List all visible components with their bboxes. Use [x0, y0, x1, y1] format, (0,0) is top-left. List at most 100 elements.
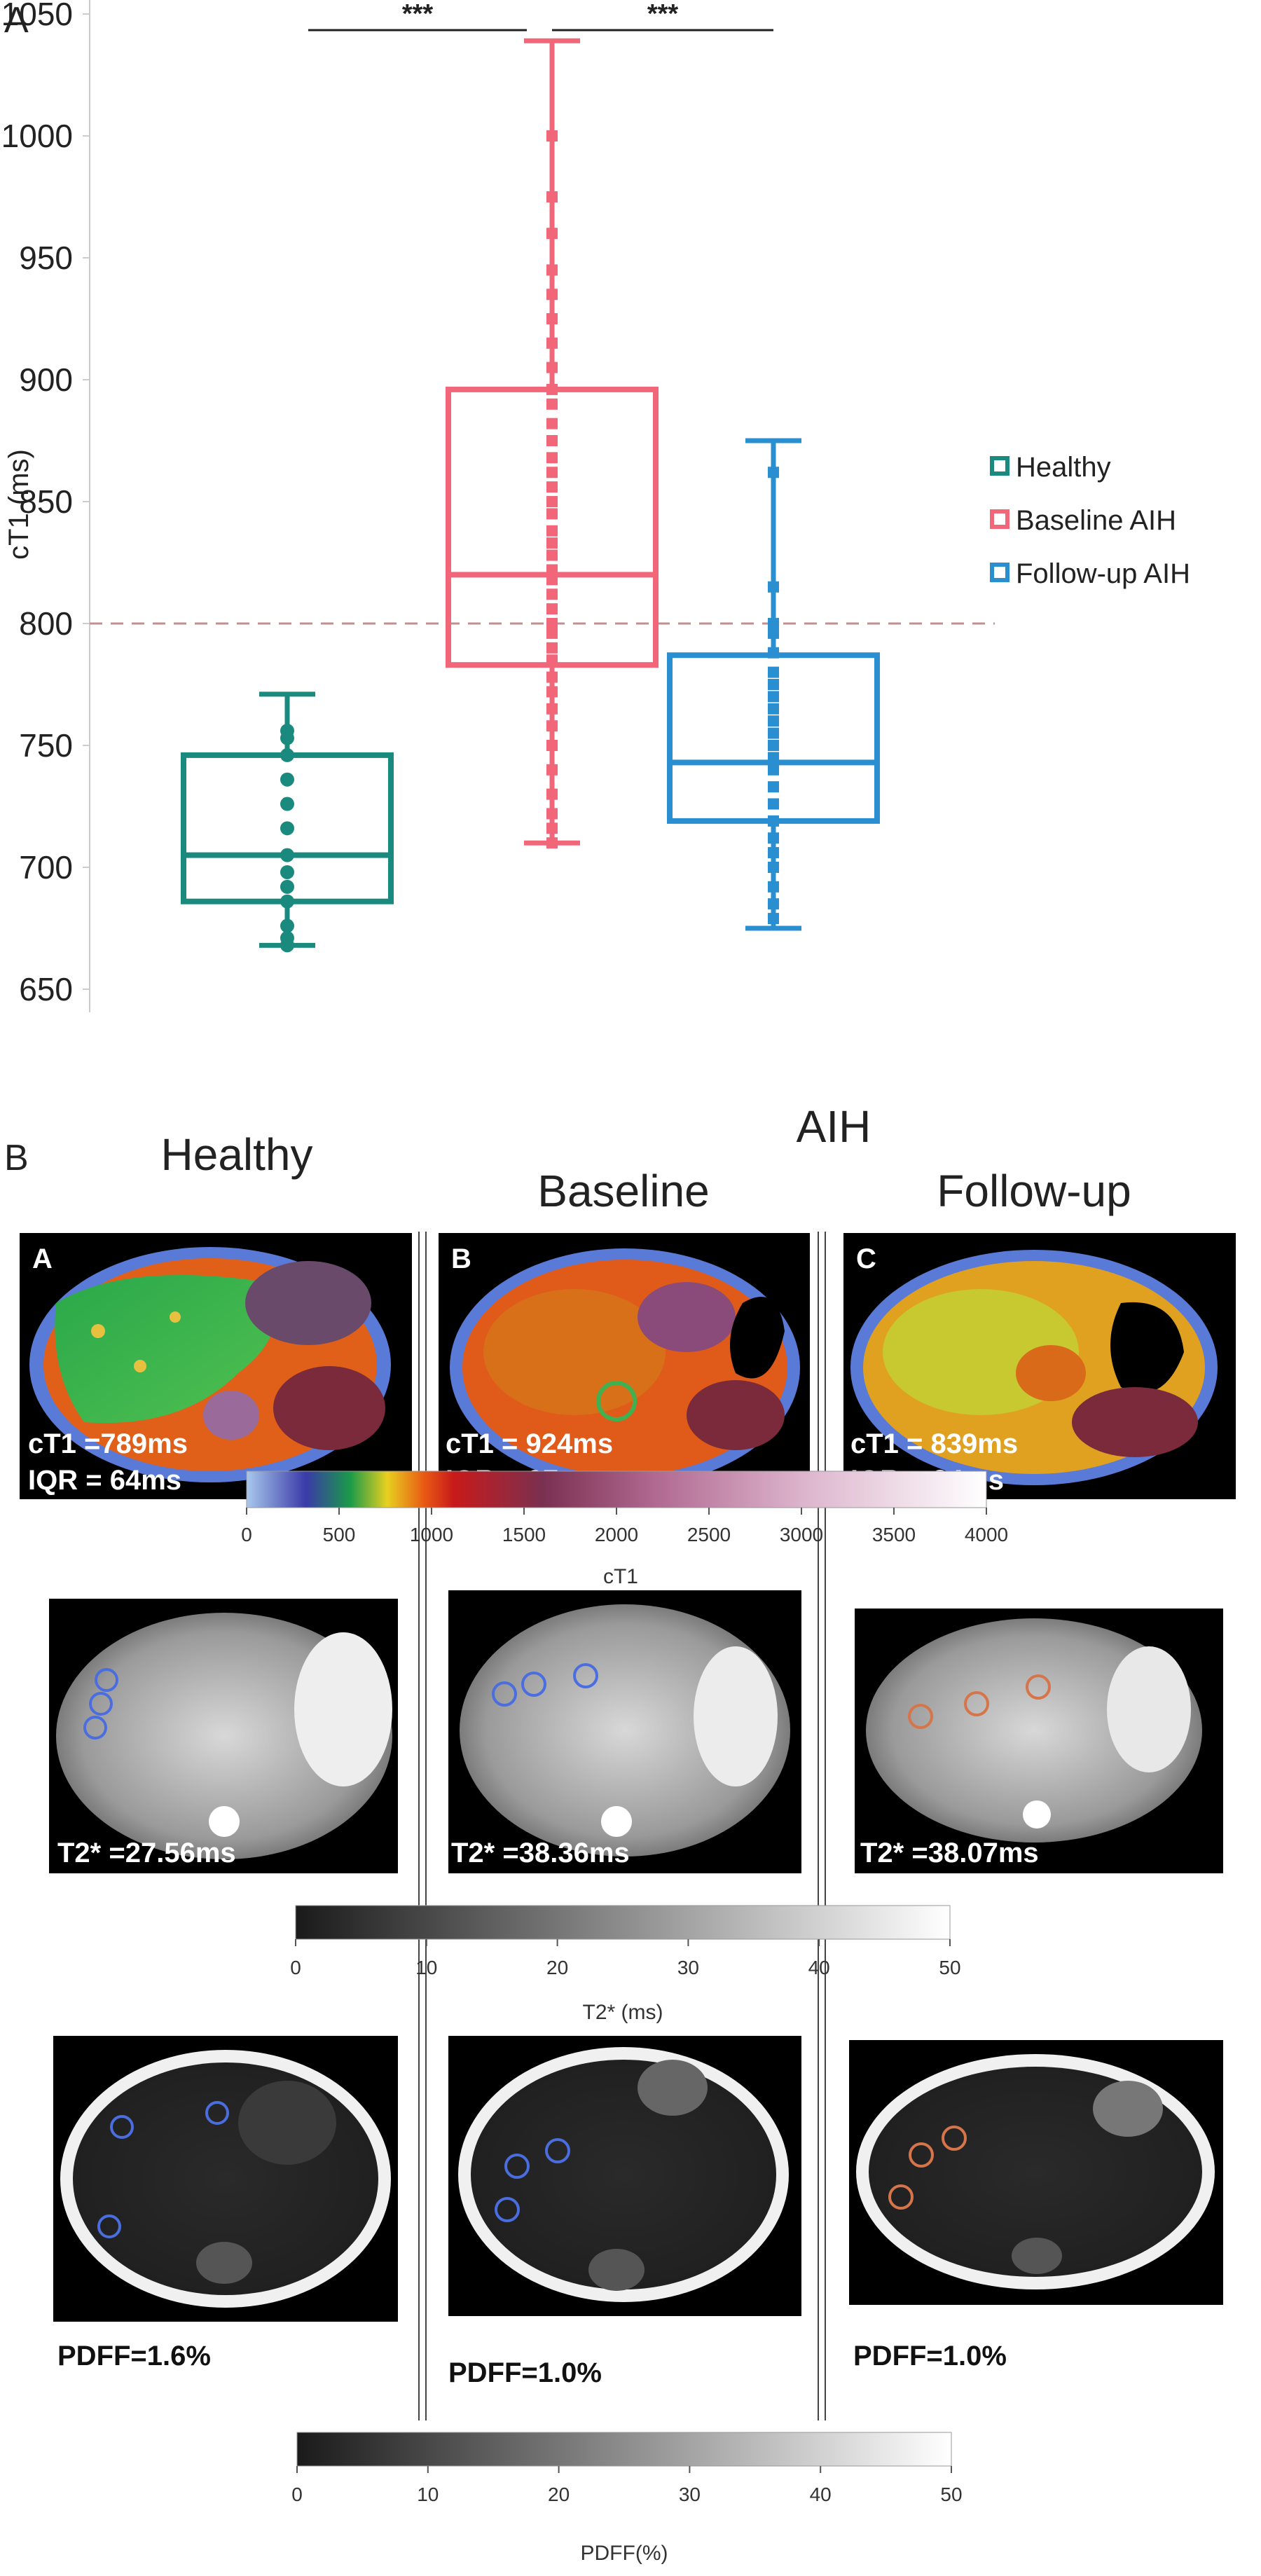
data-point	[546, 788, 558, 800]
pdff-colorbar-label: PDFF(%)	[581, 2542, 668, 2565]
data-point	[546, 435, 558, 446]
data-point	[768, 581, 779, 593]
pdff-value-baseline: PDFF=1.0%	[448, 2357, 602, 2388]
data-point	[768, 740, 779, 751]
data-point	[768, 798, 779, 810]
data-point	[280, 821, 294, 836]
iqr-value-healthy: IQR = 64ms	[28, 1465, 181, 1496]
data-point	[546, 686, 558, 698]
data-point	[546, 508, 558, 520]
t2-tick-label: 30	[677, 1957, 699, 1978]
ct1-value-healthy: cT1 =789ms	[28, 1428, 188, 1459]
data-point	[546, 808, 558, 820]
data-point	[768, 691, 779, 703]
box-follow-up-aih	[667, 438, 880, 931]
data-point	[768, 618, 779, 629]
data-point	[546, 837, 558, 849]
t2-value-followup: T2* =38.07ms	[860, 1838, 1039, 1868]
data-point	[546, 398, 558, 410]
data-point	[546, 740, 558, 751]
pdff-colorbar	[296, 2432, 952, 2467]
heading-healthy: Healthy	[161, 1129, 313, 1180]
t2-value-baseline: T2* =38.36ms	[451, 1838, 630, 1868]
legend-label-healthy: Healthy	[1016, 452, 1111, 483]
data-point	[768, 727, 779, 739]
data-point	[546, 603, 558, 615]
ct1-image-followup	[843, 1233, 1236, 1499]
data-point	[280, 724, 294, 738]
ct1-image-healthy	[20, 1233, 412, 1499]
ct1-colorbar-label: cT1	[603, 1565, 638, 1588]
data-point	[546, 289, 558, 301]
t2-value-healthy: T2* =27.56ms	[57, 1838, 236, 1868]
t2-image-baseline	[448, 1590, 801, 1873]
data-point	[280, 930, 294, 945]
t2-roi-circles	[83, 1663, 1051, 1740]
data-point	[546, 418, 558, 429]
t2-overlay-values: T2* =27.56ms T2* =38.36ms T2* =38.07ms	[57, 1838, 1039, 1868]
y-tick-label: 950	[19, 240, 73, 276]
ct1-colorbar-ticks: 0 500 1000 1500 2000 2500 3000 3500 4000	[241, 1508, 1008, 1545]
pdff-roi-circles	[97, 2101, 967, 2238]
heading-baseline: Baseline	[537, 1166, 710, 1216]
heading-followup: Follow-up	[937, 1166, 1131, 1216]
image-letters: A B C	[32, 1244, 876, 1274]
pdff-tick-label: 0	[291, 2484, 303, 2505]
panel-b-letter: B	[4, 1138, 29, 1178]
data-point	[546, 654, 558, 666]
data-point	[546, 481, 558, 493]
ct1-tick-label: 3500	[872, 1524, 916, 1545]
ct1-tick-label: 1500	[502, 1524, 546, 1545]
data-point	[768, 815, 779, 827]
pdff-image-baseline	[448, 2036, 801, 2316]
legend-label-followup: Follow-up AIH	[1016, 558, 1190, 589]
t2-tick-label: 50	[939, 1957, 960, 1978]
y-tick-label: 1000	[1, 118, 73, 154]
pdff-tick-label: 10	[417, 2484, 439, 2505]
data-point	[280, 748, 294, 762]
data-point	[546, 574, 558, 586]
t2-tick-label: 10	[415, 1957, 437, 1978]
ct1-tick-label: 2000	[595, 1524, 638, 1545]
t2-tick-label: 20	[546, 1957, 568, 1978]
legend-swatch-healthy	[990, 456, 1010, 476]
data-point	[546, 264, 558, 276]
y-tick-label: 850	[19, 483, 73, 520]
data-point	[546, 313, 558, 324]
data-point	[768, 781, 779, 793]
ct1-value-baseline: cT1 = 924ms	[446, 1428, 613, 1459]
data-point	[768, 881, 779, 893]
column-separators	[418, 1232, 826, 2420]
pdff-image-followup	[849, 2040, 1223, 2305]
data-point	[280, 865, 294, 879]
data-point	[546, 496, 558, 507]
data-point	[546, 361, 558, 373]
data-point	[546, 537, 558, 549]
data-point	[546, 228, 558, 240]
pdff-image-healthy	[53, 2036, 398, 2322]
data-point	[280, 848, 294, 862]
data-point	[768, 847, 779, 859]
data-point	[280, 894, 294, 909]
data-point	[546, 703, 558, 715]
data-point	[546, 452, 558, 464]
t2-image-followup	[855, 1609, 1223, 1873]
data-point	[280, 797, 294, 811]
pdff-tick-label: 50	[940, 2484, 962, 2505]
image-letter-a: A	[32, 1244, 53, 1274]
data-point	[280, 772, 294, 787]
ct1-image-baseline	[439, 1233, 810, 1499]
heading-aih: AIH	[797, 1101, 871, 1152]
data-point	[546, 671, 558, 683]
data-point	[768, 666, 779, 678]
data-point	[546, 642, 558, 654]
legend: Healthy Baseline AIH Follow-up AIH	[990, 452, 1190, 589]
t2-image-healthy	[49, 1599, 398, 1873]
data-point	[546, 564, 558, 576]
data-point	[280, 879, 294, 894]
t2-tick-label: 40	[808, 1957, 830, 1978]
data-point	[546, 467, 558, 478]
data-point	[768, 703, 779, 715]
data-point	[546, 764, 558, 776]
box-healthy	[181, 691, 394, 953]
